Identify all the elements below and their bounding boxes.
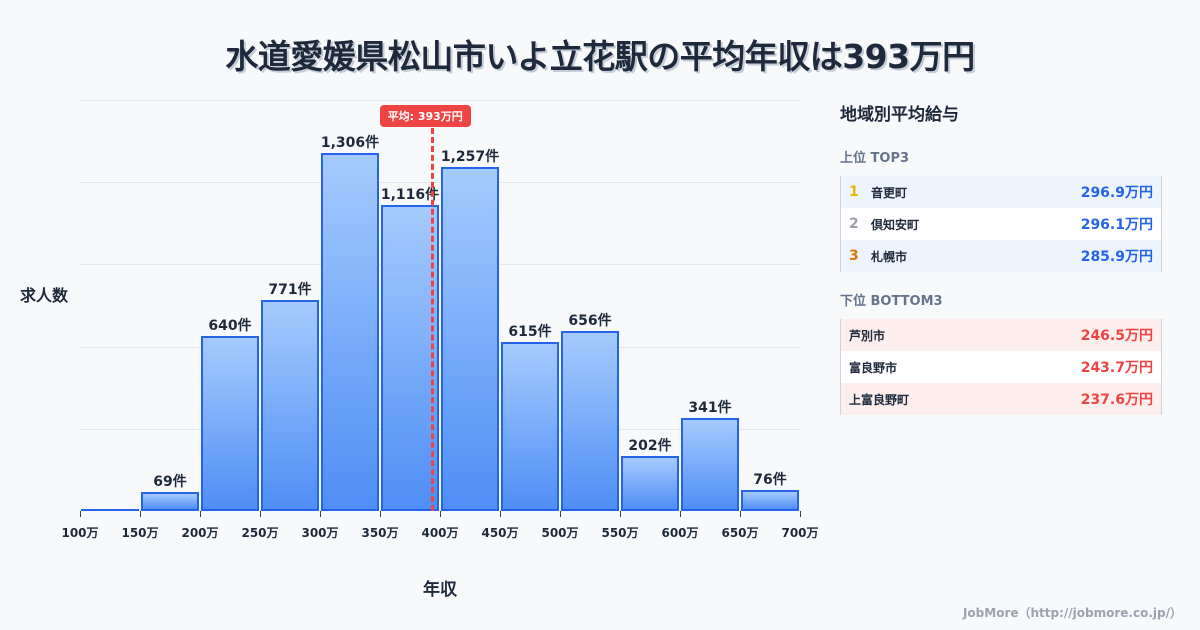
ranking-row: 2 倶知安町 296.1万円 <box>841 208 1161 240</box>
bar-value-label: 76件 <box>753 472 787 489</box>
ranking-row: 上富良野町 237.6万円 <box>841 383 1161 415</box>
bar-value-label: 202件 <box>628 437 672 454</box>
histogram-bar <box>561 331 619 511</box>
salary-value: 296.9万円 <box>1080 185 1153 201</box>
gridline <box>80 100 800 101</box>
rank-number: 1 <box>849 184 859 200</box>
x-tick <box>620 511 621 517</box>
bottom-heading: 下位 BOTTOM3 <box>840 294 943 309</box>
bar-value-label: 640件 <box>208 317 252 334</box>
x-tick-label: 150万 <box>121 526 159 540</box>
x-tick-label: 550万 <box>601 526 639 540</box>
x-tick <box>200 511 201 517</box>
salary-value: 296.1万円 <box>1080 217 1153 233</box>
histogram-bar <box>441 166 499 511</box>
x-tick-label: 650万 <box>721 526 759 540</box>
x-tick <box>140 511 141 517</box>
x-tick <box>740 511 741 517</box>
ranking-row: 3 札幌市 285.9万円 <box>841 240 1161 272</box>
rank-number: 3 <box>849 248 859 264</box>
bar-value-label: 69件 <box>153 474 187 491</box>
x-tick-label: 350万 <box>361 526 399 540</box>
x-tick <box>320 511 321 517</box>
x-tick-label: 250万 <box>241 526 279 540</box>
x-tick <box>500 511 501 517</box>
salary-value: 246.5万円 <box>1080 328 1153 344</box>
x-axis-label: 年収 <box>423 580 457 600</box>
region-name: 音更町 <box>871 185 908 200</box>
x-tick-label: 450万 <box>481 526 519 540</box>
gridline <box>80 428 800 430</box>
histogram-bar <box>381 205 439 511</box>
x-tick <box>380 511 381 517</box>
histogram-bar <box>201 335 259 511</box>
x-tick-label: 700万 <box>781 526 819 540</box>
bar-value-label: 1,116件 <box>380 187 440 204</box>
x-tick-label: 400万 <box>421 526 459 540</box>
x-tick <box>440 511 441 517</box>
top-heading: 上位 TOP3 <box>840 151 910 166</box>
y-axis-label: 求人数 <box>20 286 69 305</box>
x-tick <box>680 511 681 517</box>
region-name: 芦別市 <box>849 328 886 343</box>
footer-credit: JobMore（http://jobmore.co.jp/） <box>962 606 1182 620</box>
x-tick-label: 200万 <box>181 526 219 540</box>
x-tick <box>260 511 261 517</box>
salary-value: 243.7万円 <box>1080 360 1153 376</box>
top-ranking-table: 1 音更町 296.9万円 2 倶知安町 296.1万円 3 札幌市 285.9… <box>840 176 1162 272</box>
ranking-row: 富良野市 243.7万円 <box>841 351 1161 383</box>
histogram-bar <box>741 490 799 511</box>
bar-value-label: 656件 <box>568 313 612 330</box>
rank-number: 2 <box>849 216 859 232</box>
bar-value-label: 341件 <box>688 399 732 416</box>
histogram-bar <box>81 509 139 511</box>
bar-value-label: 615件 <box>508 324 552 341</box>
x-tick-label: 500万 <box>541 526 579 540</box>
region-name: 札幌市 <box>871 249 908 264</box>
salary-value: 285.9万円 <box>1080 249 1153 265</box>
histogram-bar <box>321 153 379 511</box>
x-tick-label: 100万 <box>61 526 99 540</box>
ranking-row: 芦別市 246.5万円 <box>841 319 1161 351</box>
histogram-bar <box>681 417 739 511</box>
mean-badge: 平均: 393万円 <box>379 105 471 127</box>
x-tick <box>800 511 801 517</box>
histogram-chart: 69件 640件 771件 1,306件 1,116件 1,257件 615件 656件 202… <box>20 100 819 600</box>
gridline <box>80 182 800 184</box>
x-tick-label: 300万 <box>301 526 339 540</box>
region-name: 富良野市 <box>849 360 898 375</box>
bar-value-label: 1,306件 <box>320 135 380 152</box>
bar-value-label: 771件 <box>268 281 312 298</box>
ranking-row: 1 音更町 296.9万円 <box>841 176 1161 208</box>
bottom-ranking-table: 芦別市 246.5万円 富良野市 243.7万円 上富良野町 237.6万円 <box>840 319 1162 415</box>
x-tick <box>80 511 81 517</box>
gridline <box>80 346 800 348</box>
gridline <box>80 264 800 266</box>
regional-salary-panel: 地域別平均給与 上位 TOP3 1 音更町 296.9万円 2 倶知安町 296… <box>840 100 1162 433</box>
salary-value: 237.6万円 <box>1080 392 1153 408</box>
histogram-bar <box>141 492 199 511</box>
histogram-bar <box>501 342 559 511</box>
region-name: 倶知安町 <box>871 217 920 232</box>
panel-title: 地域別平均給与 <box>840 105 959 125</box>
mean-line <box>430 128 434 511</box>
histogram-bar <box>621 455 679 511</box>
bar-value-label: 1,257件 <box>440 148 500 165</box>
region-name: 上富良野町 <box>849 392 910 407</box>
histogram-bar <box>261 299 319 511</box>
x-tick-label: 600万 <box>661 526 699 540</box>
x-tick <box>560 511 561 517</box>
page-title: 水道愛媛県松山市いよ立花駅の平均年収は393万円 <box>225 37 975 76</box>
